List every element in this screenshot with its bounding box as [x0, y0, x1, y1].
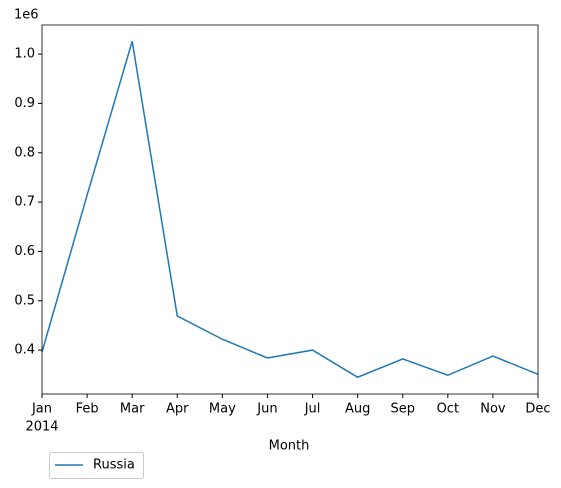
y-tick-label: 0.9 — [14, 96, 35, 111]
year-label: 2014 — [25, 420, 58, 435]
y-tick-label: 0.5 — [14, 293, 35, 308]
y-tick-label: 0.7 — [14, 195, 35, 210]
x-tick-label: Apr — [166, 402, 189, 417]
y-tick-label: 0.4 — [14, 343, 35, 358]
x-tick-label: May — [209, 402, 236, 417]
legend-label: Russia — [93, 458, 135, 473]
line — [41, 41, 539, 379]
legend-box — [49, 452, 144, 479]
y-tick-label: 1.0 — [14, 47, 35, 62]
x-tick-label: Feb — [76, 402, 99, 417]
x-tick-label: Jul — [304, 402, 321, 417]
x-tick-label: Oct — [437, 402, 459, 417]
y-offset-label: 1e6 — [14, 8, 39, 23]
x-tick-label: Jan — [31, 402, 52, 417]
y-tick-label: 0.8 — [14, 145, 35, 160]
x-tick-label: Mar — [120, 402, 145, 417]
y-tick-label: 0.6 — [14, 244, 35, 259]
axes-frame — [41, 24, 539, 395]
x-tick-label: Dec — [525, 402, 550, 417]
x-tick-label: Jun — [256, 402, 277, 417]
x-axis-label: Month — [269, 439, 310, 454]
x-tick-label: Sep — [390, 402, 415, 417]
x-tick-label: Aug — [345, 402, 370, 417]
x-tick-label: Nov — [480, 402, 506, 417]
